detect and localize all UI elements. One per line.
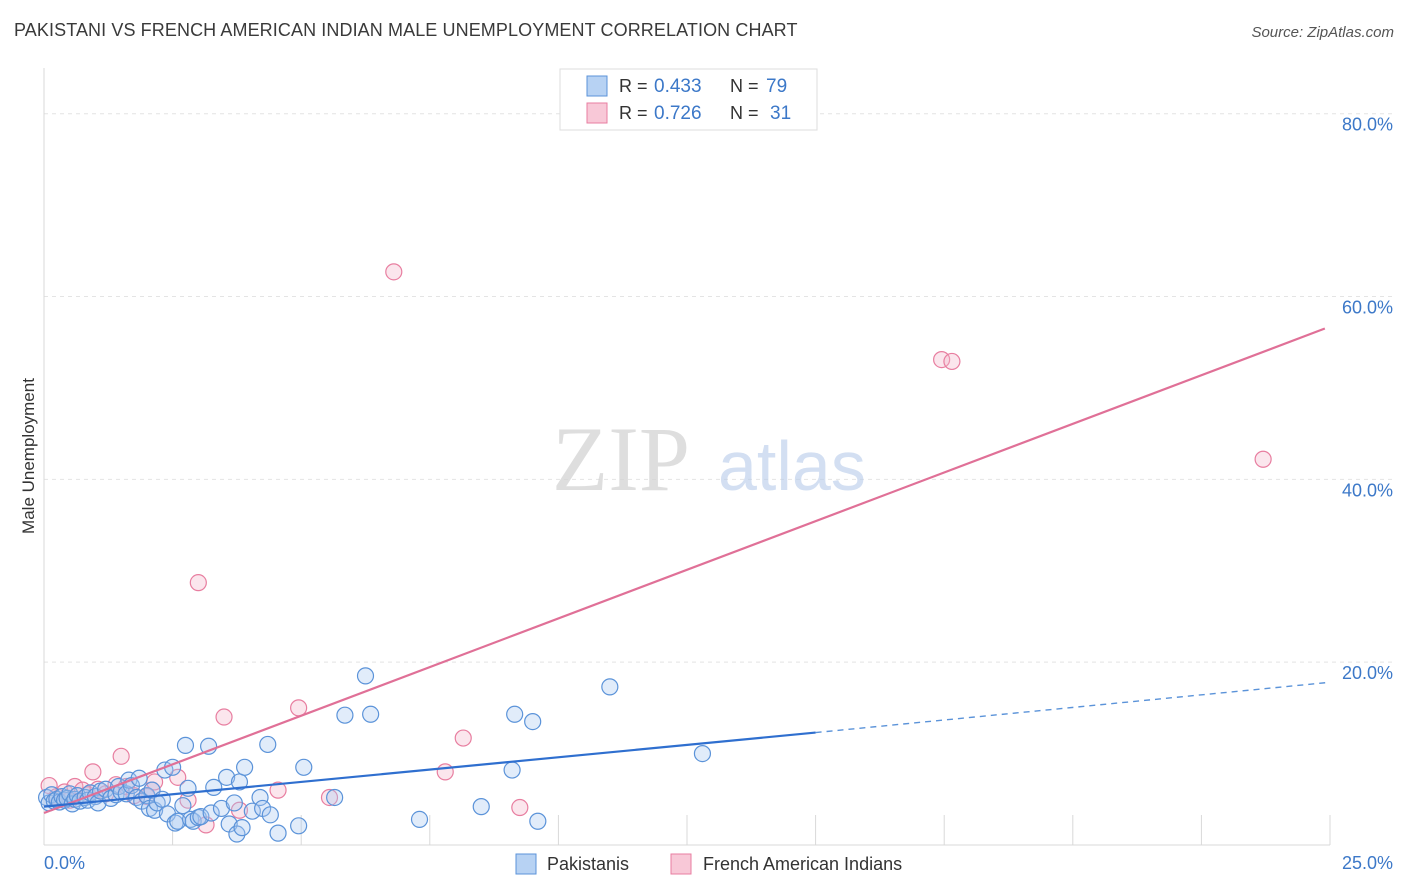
data-point	[174, 797, 192, 815]
data-point	[362, 705, 380, 723]
data-point	[176, 736, 195, 754]
x-tick-label-max: 25.0%	[1342, 853, 1393, 873]
data-point	[336, 706, 354, 724]
legend-swatch-french-american-indians	[670, 853, 692, 875]
data-point	[601, 678, 619, 696]
data-point	[251, 788, 269, 807]
data-point	[130, 769, 148, 787]
stats-legend: R = 0.433 N = 79 R = 0.726 N = 31	[559, 68, 818, 131]
data-point	[410, 810, 429, 829]
data-point	[326, 788, 344, 807]
watermark-zip: ZIP	[552, 408, 690, 510]
legend-label-french-american-indians: French American Indians	[703, 854, 902, 874]
stats-legend-swatch-pakistanis	[586, 75, 608, 97]
data-point	[269, 824, 287, 842]
data-point	[218, 768, 236, 786]
data-point	[112, 747, 130, 765]
data-point	[202, 804, 220, 822]
data-point	[693, 744, 712, 763]
data-point	[529, 812, 547, 830]
y-axis-title: Male Unemployment	[19, 378, 38, 534]
data-point	[84, 763, 102, 781]
x-tick-label-min: 0.0%	[44, 853, 85, 873]
data-point	[236, 758, 254, 776]
data-point	[169, 768, 187, 786]
chart-title: PAKISTANI VS FRENCH AMERICAN INDIAN MALE…	[14, 20, 798, 40]
data-point	[356, 667, 375, 685]
data-point	[295, 758, 313, 776]
data-point	[503, 761, 521, 779]
data-point	[1254, 450, 1272, 468]
trend-lines	[43, 327, 1331, 815]
data-point	[269, 781, 287, 799]
y-tick-labels: 20.0% 40.0% 60.0% 80.0%	[1342, 115, 1393, 683]
series-pakistanis-points	[37, 667, 712, 843]
stats-n-label-2: N =	[730, 103, 759, 123]
stats-r-label-2: R =	[619, 103, 648, 123]
y-tick-label: 80.0%	[1342, 115, 1393, 135]
data-point	[215, 708, 233, 726]
stats-r-label-1: R =	[619, 76, 648, 96]
data-point	[192, 808, 210, 826]
data-point	[290, 817, 308, 835]
y-tick-label: 20.0%	[1342, 663, 1393, 683]
data-point	[385, 263, 403, 281]
trend-line-french-american-indians	[43, 327, 1326, 815]
stats-r-value-2: 0.726	[654, 103, 702, 124]
data-point	[472, 798, 490, 816]
stats-n-value-1: 79	[766, 76, 787, 97]
data-point	[225, 794, 243, 812]
source-credit: Source: ZipAtlas.com	[1251, 24, 1394, 41]
data-point	[233, 819, 251, 837]
trend-line-pakistanis	[43, 731, 816, 808]
legend-swatch-pakistanis	[515, 853, 537, 875]
data-point	[436, 763, 454, 781]
data-point	[243, 802, 261, 820]
stats-r-value-1: 0.433	[654, 76, 702, 97]
y-tick-label: 40.0%	[1342, 480, 1393, 500]
legend-label-pakistanis: Pakistanis	[547, 854, 629, 874]
data-point	[212, 799, 231, 818]
data-point	[943, 352, 961, 371]
data-point	[511, 798, 529, 817]
stats-legend-swatch-french	[586, 102, 608, 124]
watermark-atlas: atlas	[718, 427, 866, 505]
data-point	[259, 735, 277, 754]
data-point	[320, 788, 339, 807]
trend-line-pakistanis-extension	[815, 681, 1331, 734]
data-point	[524, 712, 542, 731]
stats-n-label-1: N =	[730, 76, 759, 96]
data-point	[454, 729, 472, 747]
series-legend: Pakistanis French American Indians	[515, 853, 902, 875]
data-point	[506, 705, 524, 723]
data-point	[261, 806, 279, 824]
stats-n-value-2: 31	[770, 103, 791, 124]
y-tick-label: 60.0%	[1342, 298, 1393, 318]
data-point	[189, 574, 207, 592]
